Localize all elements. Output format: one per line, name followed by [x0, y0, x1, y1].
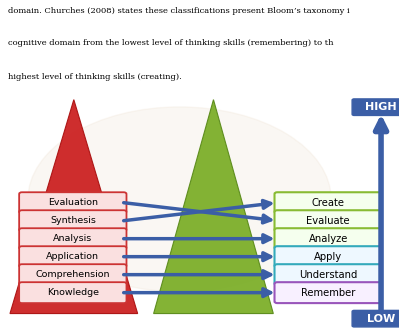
Circle shape: [28, 107, 331, 292]
FancyBboxPatch shape: [19, 228, 126, 249]
Text: highest level of thinking skills (creating).: highest level of thinking skills (creati…: [8, 73, 182, 81]
FancyBboxPatch shape: [352, 310, 399, 327]
Polygon shape: [154, 100, 273, 314]
FancyBboxPatch shape: [275, 228, 382, 249]
FancyBboxPatch shape: [275, 264, 382, 285]
Text: LOW: LOW: [367, 314, 395, 324]
Text: Comprehension: Comprehension: [36, 270, 110, 279]
Text: Create: Create: [312, 198, 345, 208]
FancyBboxPatch shape: [275, 210, 382, 231]
FancyBboxPatch shape: [275, 192, 382, 213]
FancyBboxPatch shape: [275, 282, 382, 303]
FancyBboxPatch shape: [352, 99, 399, 116]
FancyBboxPatch shape: [275, 246, 382, 267]
Text: HIGH: HIGH: [365, 102, 397, 112]
Text: Evaluation: Evaluation: [48, 198, 98, 207]
Text: Understand: Understand: [299, 270, 358, 280]
FancyBboxPatch shape: [19, 210, 126, 231]
FancyBboxPatch shape: [19, 192, 126, 213]
Text: Analyze: Analyze: [308, 234, 348, 244]
Text: Synthesis: Synthesis: [50, 216, 96, 225]
Text: Apply: Apply: [314, 252, 342, 262]
FancyBboxPatch shape: [19, 246, 126, 267]
Text: cognitive domain from the lowest level of thinking skills (remembering) to th: cognitive domain from the lowest level o…: [8, 39, 334, 47]
Text: domain. Churches (2008) states these classifications present Bloom’s taxonomy i: domain. Churches (2008) states these cla…: [8, 7, 350, 15]
Text: Analysis: Analysis: [53, 234, 93, 243]
Text: Remember: Remember: [301, 288, 356, 298]
Text: Knowledge: Knowledge: [47, 288, 99, 297]
FancyBboxPatch shape: [19, 282, 126, 303]
Text: Evaluate: Evaluate: [306, 216, 350, 226]
Polygon shape: [10, 100, 138, 314]
Text: Application: Application: [46, 252, 99, 261]
FancyBboxPatch shape: [19, 264, 126, 285]
